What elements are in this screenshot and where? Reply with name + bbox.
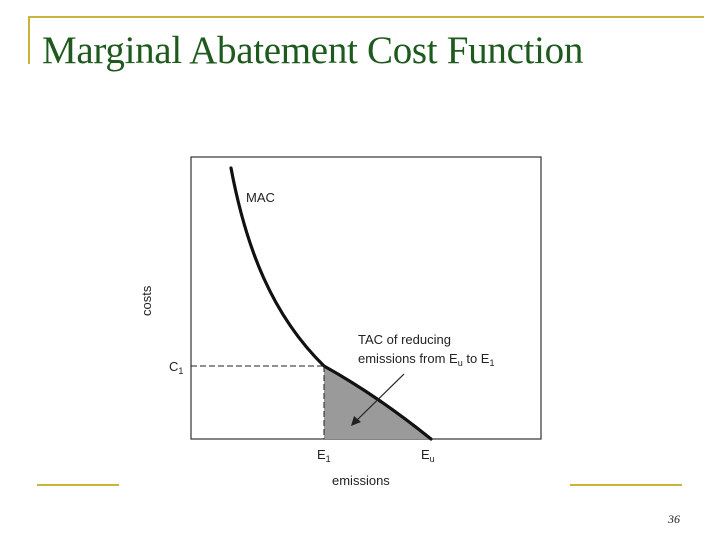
annotation-line-2: emissions from Eu to E1	[358, 351, 494, 368]
page-number: 36	[668, 512, 680, 526]
e1-label: E1	[317, 447, 331, 464]
slide-title: Marginal Abatement Cost Function	[42, 29, 584, 72]
annotation-arrowhead	[351, 416, 361, 426]
tac-shaded-area	[324, 366, 431, 439]
curve-label-mac: MAC	[246, 190, 275, 205]
y-axis-label: costs	[139, 285, 154, 316]
eu-label: Eu	[421, 447, 435, 464]
decorative-rule-vertical	[28, 16, 30, 64]
annotation-arrow-shaft	[353, 373, 405, 424]
x-axis-label: emissions	[332, 473, 390, 488]
decorative-rule-bottom-right	[570, 484, 682, 486]
decorative-rule-bottom-left	[37, 484, 119, 486]
decorative-rule-top	[28, 16, 704, 18]
annotation-line-1: TAC of reducing	[358, 332, 451, 347]
c1-label: C1	[169, 359, 183, 376]
mac-curve	[229, 166, 433, 441]
